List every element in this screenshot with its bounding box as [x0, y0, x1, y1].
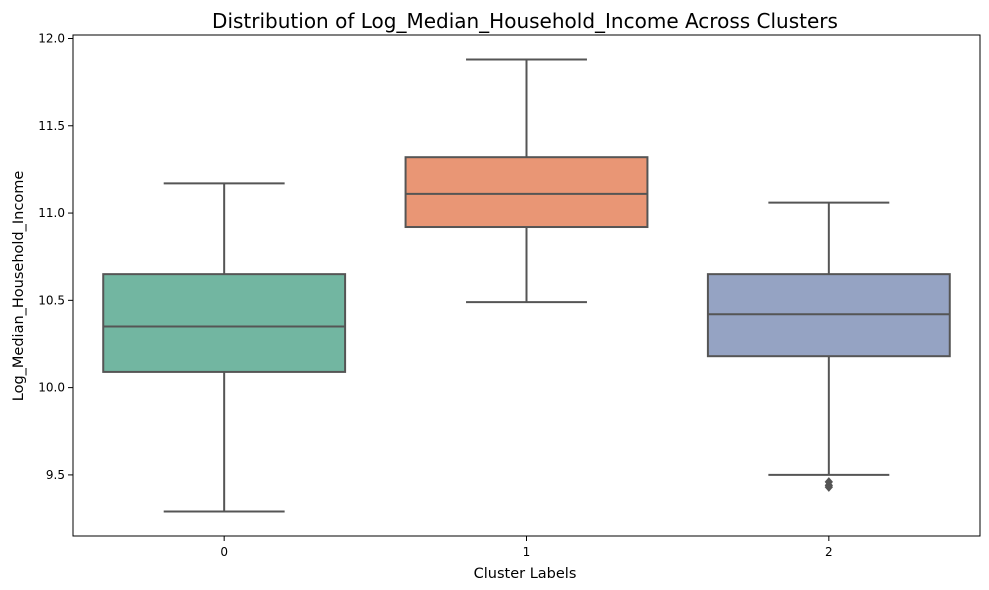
chart-title: Distribution of Log_Median_Household_Inc…: [212, 9, 838, 33]
plot-area: 9.5 10.0 10.5 11.0 11.5 12.0 0 1 2: [38, 31, 981, 559]
y-tick-label: 9.5: [46, 468, 65, 482]
y-tick-label: 10.0: [38, 381, 65, 395]
x-tick-label: 1: [523, 545, 531, 559]
y-tick-label: 11.5: [38, 119, 65, 133]
plot-frame: [72, 34, 981, 537]
box-cluster-0: [102, 273, 347, 373]
y-tick-label: 12.0: [38, 31, 65, 45]
outlier-point: [824, 482, 833, 492]
x-tick-label: 2: [825, 545, 833, 559]
y-tick-label: 11.0: [38, 206, 65, 220]
y-axis-label: Log_Median_Household_Income: [11, 171, 27, 402]
y-tick-label: 10.5: [38, 293, 65, 307]
x-tick-label: 0: [220, 545, 228, 559]
box-cluster-1: [404, 156, 649, 229]
x-axis-label: Cluster Labels: [474, 566, 577, 582]
